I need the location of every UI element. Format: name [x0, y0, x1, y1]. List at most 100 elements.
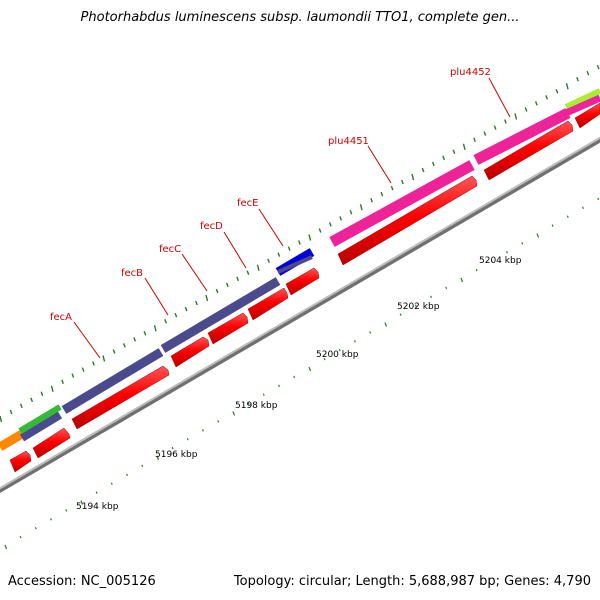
upper-tick	[195, 300, 198, 306]
callout-line	[73, 321, 101, 359]
scale-tick	[19, 535, 22, 539]
cog-bar	[473, 108, 571, 165]
upper-tick	[576, 76, 579, 82]
scale-tick	[202, 429, 204, 432]
upper-tick	[164, 318, 167, 324]
gene-label-fecA: fecA	[50, 312, 72, 323]
gene-label-fecD: fecD	[200, 221, 223, 232]
scale-label: 5204 kbp	[479, 256, 522, 266]
upper-tick	[133, 337, 137, 342]
scale-tick	[338, 348, 341, 352]
summary-text: Topology: circular; Length: 5,688,987 bp…	[233, 574, 591, 589]
scale-tick	[278, 384, 280, 388]
scale-tick	[460, 277, 464, 283]
upper-tick	[359, 204, 363, 211]
scale-tick	[262, 393, 265, 396]
cog-bar	[19, 411, 63, 442]
upper-tick	[92, 361, 95, 366]
upper-tick	[9, 409, 13, 415]
scale-tick	[110, 482, 113, 485]
callout-line	[181, 253, 208, 292]
upper-tick	[143, 331, 147, 336]
scale-label: 5198 kbp	[235, 401, 278, 411]
upper-tick	[246, 270, 250, 276]
cds-arrow	[170, 336, 210, 368]
scale-tick	[506, 251, 508, 254]
cog-bar	[61, 348, 164, 414]
upper-tick	[277, 252, 281, 257]
upper-tick	[225, 282, 229, 288]
upper-tick	[524, 107, 528, 112]
upper-tick	[545, 95, 549, 100]
upper-tick	[267, 258, 270, 263]
upper-tick	[122, 343, 126, 348]
upper-tick	[298, 240, 301, 245]
upper-tick	[71, 373, 75, 378]
scale-tick	[4, 544, 8, 550]
scale-tick	[65, 509, 68, 512]
upper-tick	[61, 379, 64, 384]
backbone	[0, 136, 600, 494]
cds-arrow	[207, 312, 249, 345]
cog-bar	[564, 94, 600, 117]
scale-tick	[582, 206, 584, 210]
scale-tick	[536, 233, 540, 238]
upper-tick	[205, 294, 209, 302]
upper-tick	[256, 264, 260, 271]
upper-tick	[504, 119, 507, 124]
scale-tick	[95, 491, 98, 494]
upper-tick	[431, 161, 435, 167]
upper-tick	[81, 367, 85, 372]
scale-tick	[156, 455, 160, 461]
cog-bar	[329, 160, 475, 247]
scale-tick	[551, 224, 554, 227]
cog-row	[0, 88, 600, 451]
upper-tick	[328, 222, 332, 227]
upper-tick	[215, 288, 219, 294]
cds-row	[9, 102, 600, 473]
scale-tick	[597, 197, 600, 201]
scale-tick	[475, 268, 478, 272]
cds-arrow	[483, 120, 574, 181]
scale-tick	[186, 437, 189, 441]
cds-arrow	[9, 450, 32, 473]
callout-line	[144, 277, 169, 316]
upper-tick	[514, 113, 518, 120]
upper-tick	[308, 234, 312, 241]
scale-tick	[293, 375, 296, 379]
scale-tick	[399, 313, 402, 316]
scale-tick	[80, 500, 84, 505]
scale-tick	[566, 215, 569, 218]
scale-tick	[50, 518, 52, 521]
upper-tick	[370, 197, 373, 203]
scale-tick	[247, 402, 250, 405]
map-title: Photorhabdus luminescens subsp. laumondi…	[80, 10, 520, 25]
upper-tick	[380, 191, 384, 197]
cog-bar	[160, 277, 281, 353]
scale-tick	[126, 473, 128, 477]
gene-callouts	[73, 77, 511, 359]
gene-label-plu4452: plu4452	[450, 67, 491, 78]
scale-tick	[323, 357, 326, 361]
upper-tick	[586, 70, 590, 76]
scale-tick	[217, 420, 220, 423]
upper-tick	[30, 397, 34, 403]
accession-text: Accession: NC_005126	[8, 574, 156, 589]
upper-tick	[349, 210, 353, 215]
upper-tick	[318, 228, 322, 233]
upper-tick	[421, 167, 425, 173]
scale-labels: 5194 kbp 5196 kbp 5198 kbp 5200 kbp 5202…	[76, 256, 522, 512]
gene-labels: fecA fecB fecC fecD fecE plu4451 plu4452	[50, 67, 491, 323]
upper-tick	[0, 415, 3, 423]
upper-ticks	[0, 64, 600, 423]
scale-tick	[490, 259, 493, 263]
upper-tick	[339, 216, 343, 221]
scale-label: 5200 kbp	[316, 350, 359, 360]
scale-tick	[445, 286, 448, 290]
gene-label-fecC: fecC	[159, 244, 181, 255]
cds-arrow	[337, 175, 478, 266]
upper-tick	[19, 403, 23, 409]
scale-tick	[384, 322, 388, 327]
upper-tick	[555, 89, 559, 94]
upper-tick	[462, 143, 466, 150]
